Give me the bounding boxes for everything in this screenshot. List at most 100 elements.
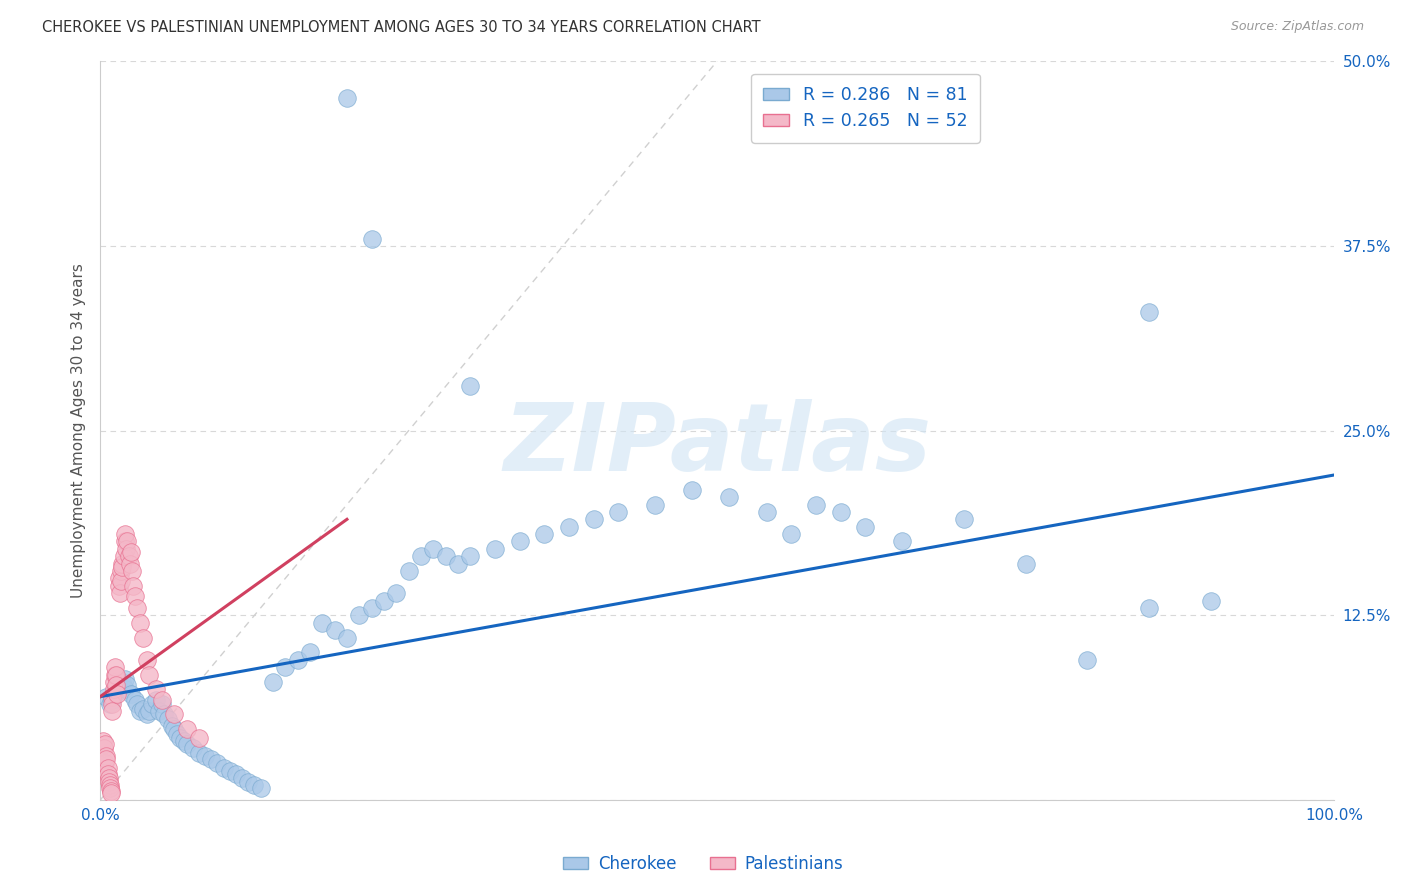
Point — [117, 678, 139, 692]
Point — [94, 737, 117, 751]
Point — [104, 687, 127, 701]
Point — [207, 756, 229, 771]
Point — [173, 734, 195, 748]
Point — [105, 678, 128, 692]
Point — [509, 534, 531, 549]
Point — [122, 579, 145, 593]
Point — [107, 579, 129, 593]
Point — [682, 483, 704, 497]
Point — [607, 505, 630, 519]
Y-axis label: Unemployment Among Ages 30 to 34 years: Unemployment Among Ages 30 to 34 years — [72, 263, 86, 598]
Point — [150, 697, 173, 711]
Point — [558, 519, 581, 533]
Point — [582, 512, 605, 526]
Point — [136, 653, 159, 667]
Point — [153, 707, 176, 722]
Point — [243, 778, 266, 792]
Point — [953, 512, 976, 526]
Point — [98, 781, 121, 796]
Point — [160, 719, 183, 733]
Point — [98, 697, 121, 711]
Point — [115, 541, 138, 556]
Point — [150, 692, 173, 706]
Point — [169, 731, 191, 745]
Point — [136, 707, 159, 722]
Point — [101, 690, 124, 704]
Point — [110, 564, 132, 578]
Point — [644, 498, 666, 512]
Point — [114, 672, 136, 686]
Point — [91, 734, 114, 748]
Point — [97, 775, 120, 789]
Point — [104, 660, 127, 674]
Point — [163, 707, 186, 722]
Point — [132, 701, 155, 715]
Point — [187, 731, 209, 745]
Point — [194, 748, 217, 763]
Point — [128, 615, 150, 630]
Point — [148, 705, 170, 719]
Point — [853, 519, 876, 533]
Point — [124, 589, 146, 603]
Point — [176, 722, 198, 736]
Point — [107, 682, 129, 697]
Point — [132, 631, 155, 645]
Point — [111, 674, 134, 689]
Point — [114, 534, 136, 549]
Point — [111, 557, 134, 571]
Point — [166, 726, 188, 740]
Point — [238, 775, 260, 789]
Point — [447, 557, 470, 571]
Point — [103, 682, 125, 697]
Point — [1137, 601, 1160, 615]
Point — [484, 541, 506, 556]
Point — [100, 784, 122, 798]
Point — [105, 667, 128, 681]
Point — [287, 653, 309, 667]
Point — [336, 91, 359, 105]
Point — [104, 667, 127, 681]
Point — [108, 586, 131, 600]
Point — [114, 682, 136, 697]
Point — [120, 545, 142, 559]
Point — [373, 593, 395, 607]
Point — [97, 771, 120, 785]
Point — [891, 534, 914, 549]
Point — [121, 564, 143, 578]
Point — [533, 527, 555, 541]
Point — [225, 766, 247, 780]
Point — [336, 631, 359, 645]
Point — [98, 778, 121, 792]
Legend: Cherokee, Palestinians: Cherokee, Palestinians — [555, 848, 851, 880]
Point — [200, 752, 222, 766]
Point — [128, 705, 150, 719]
Point — [112, 549, 135, 564]
Point — [96, 748, 118, 763]
Point — [1137, 305, 1160, 319]
Point — [111, 559, 134, 574]
Point — [96, 752, 118, 766]
Point — [218, 764, 240, 778]
Point — [141, 697, 163, 711]
Point — [96, 761, 118, 775]
Point — [398, 564, 420, 578]
Point — [120, 687, 142, 701]
Point — [360, 601, 382, 615]
Point — [1014, 557, 1036, 571]
Point — [311, 615, 333, 630]
Point — [114, 527, 136, 541]
Point — [409, 549, 432, 564]
Point — [93, 741, 115, 756]
Point — [110, 574, 132, 589]
Point — [298, 645, 321, 659]
Point — [460, 379, 482, 393]
Point — [118, 557, 141, 571]
Point — [360, 231, 382, 245]
Point — [830, 505, 852, 519]
Point — [780, 527, 803, 541]
Point — [385, 586, 408, 600]
Point — [1199, 593, 1222, 607]
Point — [138, 705, 160, 719]
Legend: R = 0.286   N = 81, R = 0.265   N = 52: R = 0.286 N = 81, R = 0.265 N = 52 — [751, 73, 980, 143]
Point — [181, 741, 204, 756]
